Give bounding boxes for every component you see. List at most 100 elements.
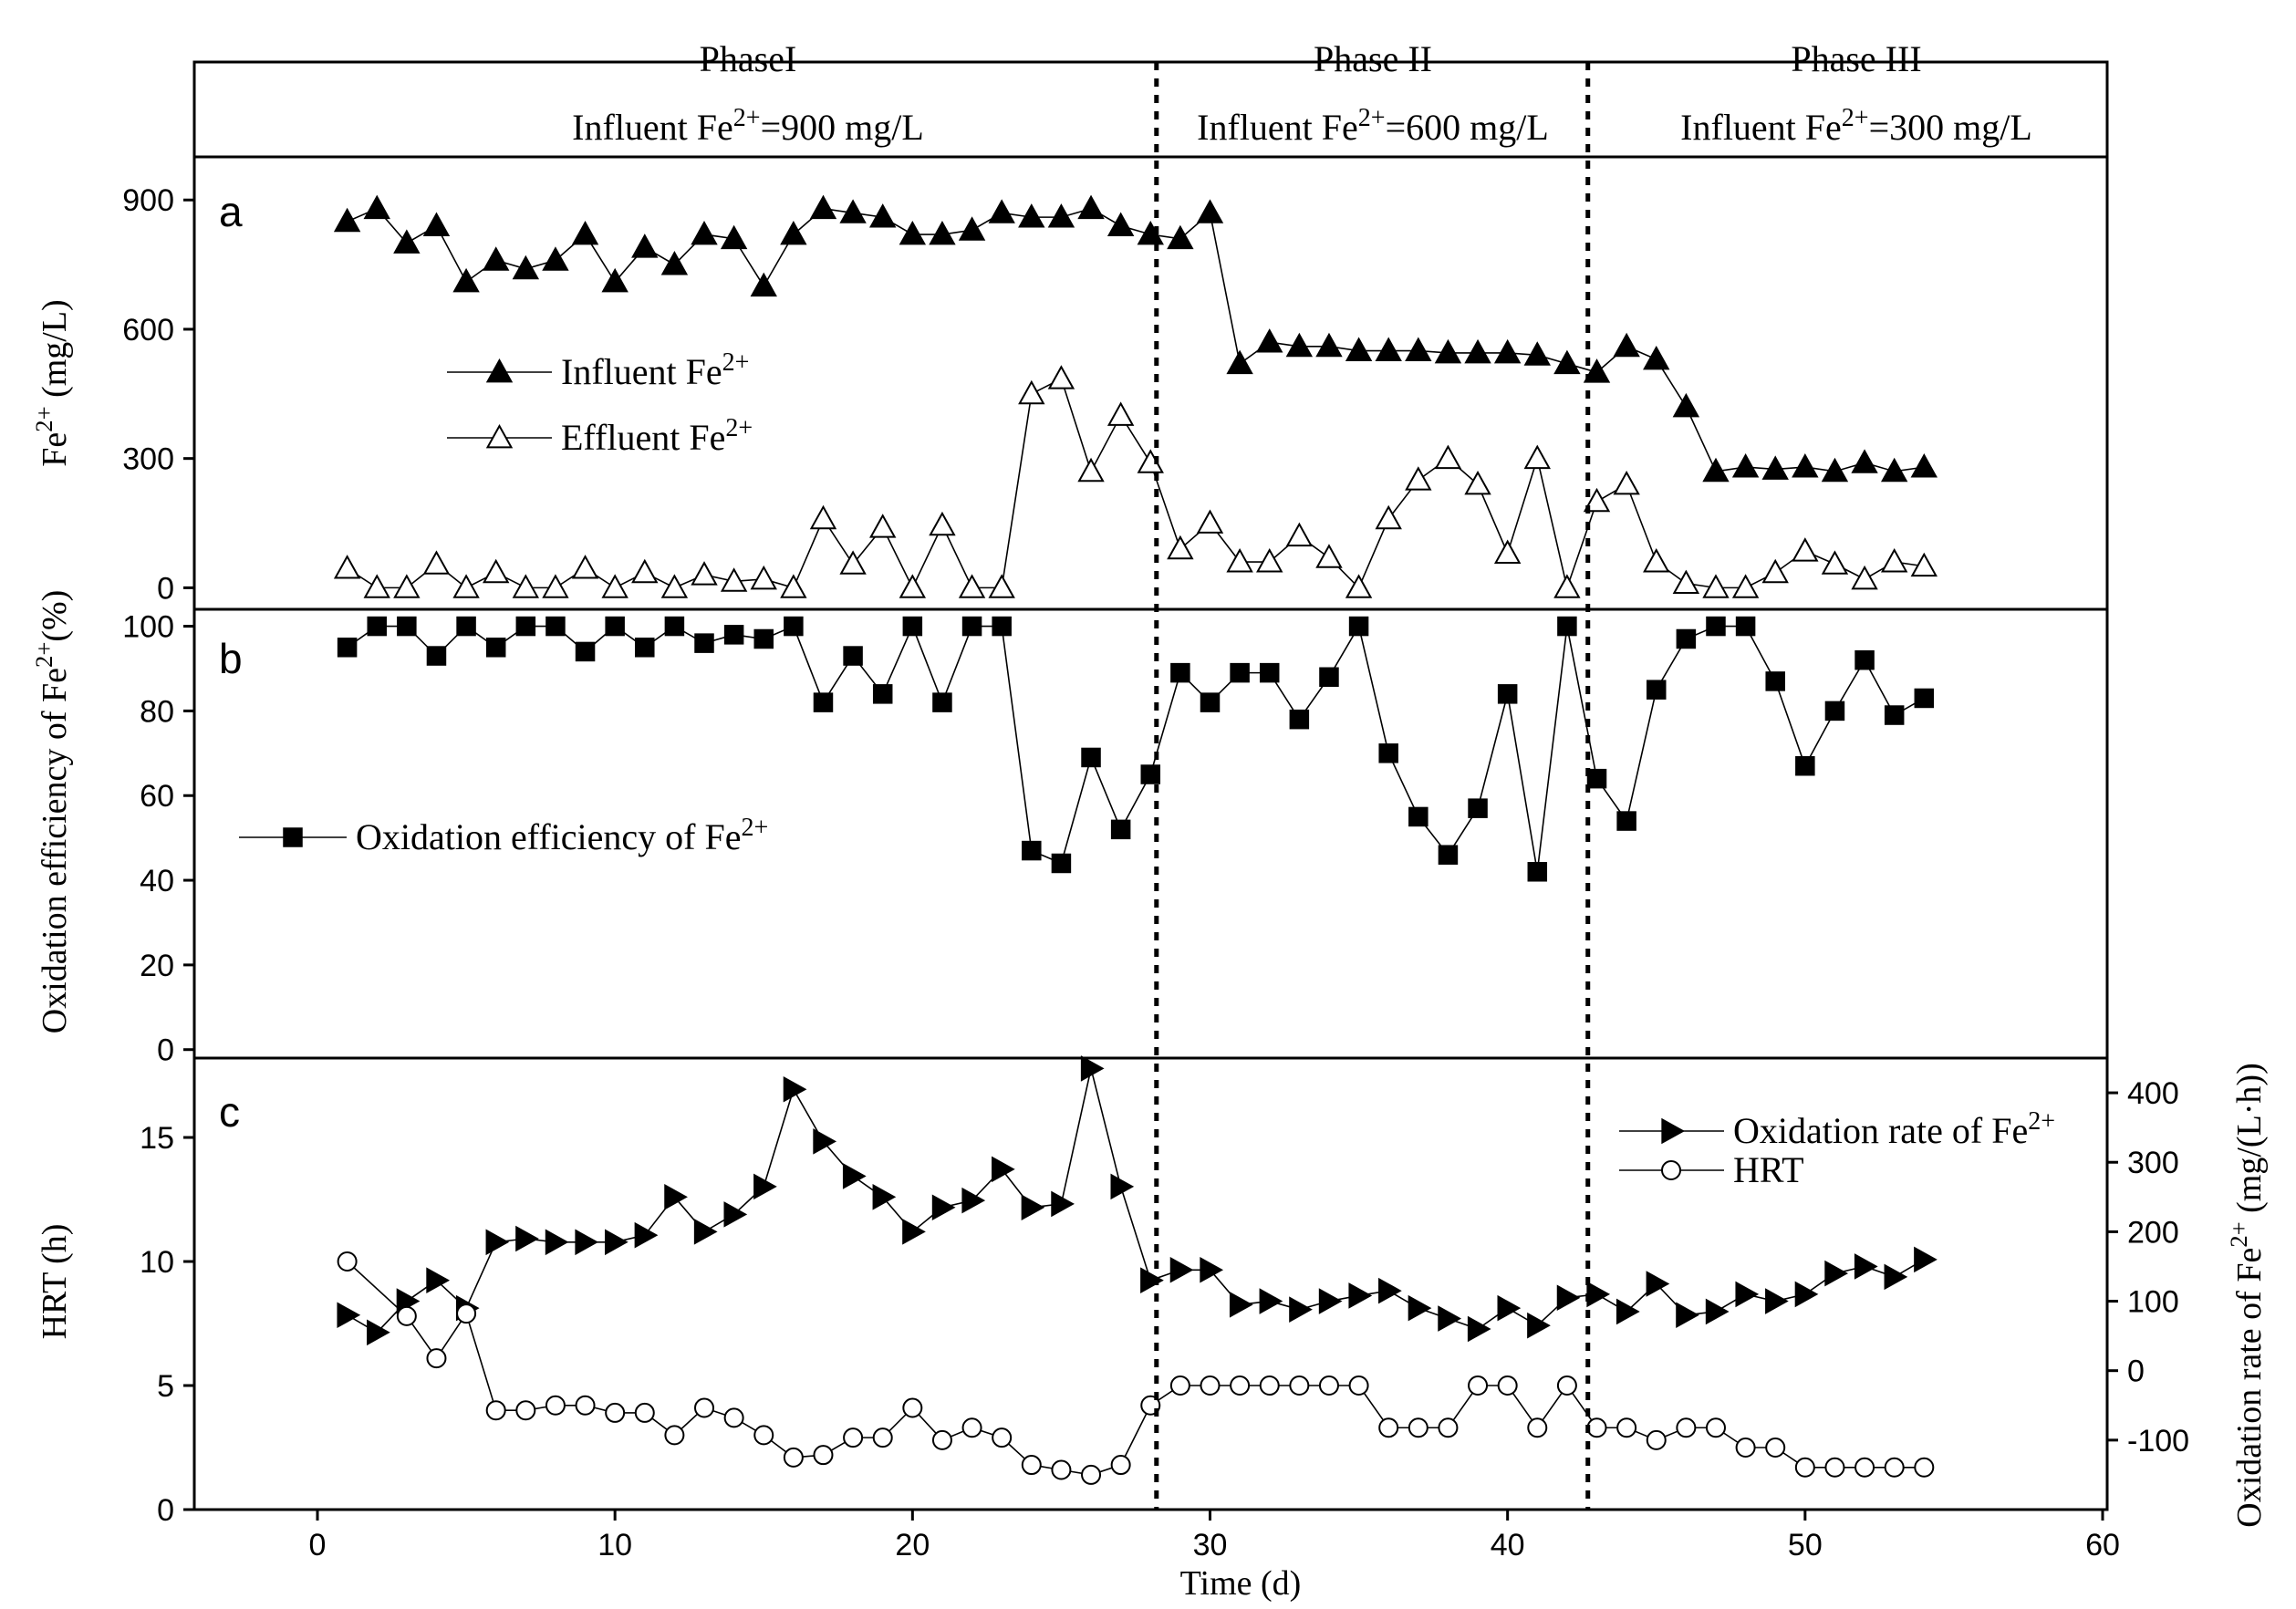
data-point <box>1880 457 1908 483</box>
data-point <box>1167 224 1194 250</box>
data-point <box>1527 1312 1551 1339</box>
data-point <box>813 1445 834 1466</box>
data-point <box>1553 349 1581 375</box>
data-point <box>1259 1375 1280 1396</box>
data-point <box>961 1417 982 1438</box>
data-point <box>1081 1464 1102 1485</box>
data-point <box>1051 853 1072 874</box>
data-point <box>1438 1417 1459 1438</box>
data-point <box>635 638 655 658</box>
data-point <box>1434 338 1462 364</box>
data-point <box>283 827 303 847</box>
data-point <box>1408 806 1429 827</box>
data-point <box>780 220 807 245</box>
y-tick-label: 600 <box>122 313 174 348</box>
data-point <box>422 212 451 236</box>
data-point <box>899 574 927 598</box>
data-point <box>515 616 536 637</box>
data-point <box>1226 547 1253 573</box>
data-point <box>1643 547 1670 573</box>
data-point <box>1794 1457 1815 1478</box>
data-point <box>456 1303 477 1324</box>
data-point <box>1821 457 1849 483</box>
data-point <box>1137 220 1164 245</box>
data-point <box>988 574 1015 598</box>
data-point <box>1348 1375 1369 1396</box>
data-point <box>1523 444 1551 470</box>
y2-tick-label: 200 <box>2127 1215 2179 1250</box>
data-point <box>1378 743 1398 763</box>
data-point <box>485 1400 506 1421</box>
data-point <box>1613 470 1640 495</box>
data-point <box>601 574 629 598</box>
data-point <box>337 1302 361 1329</box>
data-point <box>902 1219 926 1245</box>
data-point <box>1676 1302 1699 1329</box>
x-tick-label: 50 <box>1788 1528 1823 1562</box>
data-point <box>1348 616 1369 637</box>
data-point <box>1318 1288 1343 1314</box>
data-point <box>958 216 986 241</box>
data-point <box>1792 453 1819 478</box>
data-point <box>899 220 927 245</box>
data-point <box>750 272 777 297</box>
data-point <box>842 1163 867 1189</box>
data-point <box>333 555 361 579</box>
data-point <box>545 1395 566 1416</box>
data-point <box>1200 1375 1221 1396</box>
series-line <box>347 1068 1925 1334</box>
data-point <box>1405 466 1432 491</box>
y-tick-label: 900 <box>122 183 174 218</box>
data-point <box>1523 341 1551 366</box>
data-point <box>1378 1417 1399 1438</box>
data-point <box>1408 1417 1429 1438</box>
data-point <box>1315 544 1343 568</box>
data-point <box>363 574 390 598</box>
data-point <box>1438 1305 1461 1332</box>
data-point <box>1493 338 1522 364</box>
data-point <box>545 616 566 637</box>
phase-name: Phase III <box>1791 38 1921 79</box>
data-point <box>1702 574 1730 598</box>
data-point <box>813 1128 837 1155</box>
data-point <box>961 1187 986 1214</box>
data-point <box>1676 628 1697 649</box>
data-point <box>992 1156 1015 1183</box>
data-point <box>542 246 569 271</box>
data-point <box>1676 1417 1697 1438</box>
data-point <box>1259 1288 1283 1314</box>
data-point <box>1880 547 1908 573</box>
data-point <box>1795 755 1815 776</box>
data-point <box>843 646 863 666</box>
data-point <box>723 1201 748 1228</box>
data-point <box>1259 662 1280 683</box>
data-point <box>1256 328 1283 353</box>
data-point <box>542 574 569 598</box>
data-point <box>1702 457 1730 483</box>
data-point <box>485 358 514 383</box>
data-point <box>1106 401 1135 426</box>
data-point <box>1047 365 1075 389</box>
data-point <box>1289 1375 1310 1396</box>
data-point <box>1051 1190 1075 1218</box>
data-point <box>631 234 659 258</box>
phase-name: Phase II <box>1314 38 1432 79</box>
data-point <box>720 567 748 592</box>
data-point <box>575 641 596 662</box>
data-point <box>1761 558 1789 584</box>
data-point <box>1434 444 1462 470</box>
data-point <box>1661 1160 1681 1180</box>
data-point <box>1824 1260 1848 1287</box>
data-point <box>1285 522 1314 547</box>
data-point <box>839 199 867 223</box>
data-point <box>1583 487 1611 513</box>
data-point <box>784 616 804 637</box>
data-point <box>1497 1375 1518 1396</box>
data-point <box>1765 1288 1789 1314</box>
data-point <box>485 638 506 658</box>
y-axis-label: HRT (h) <box>36 1224 74 1340</box>
data-point <box>929 220 956 245</box>
data-point <box>809 194 837 220</box>
series-influent <box>333 194 1938 483</box>
